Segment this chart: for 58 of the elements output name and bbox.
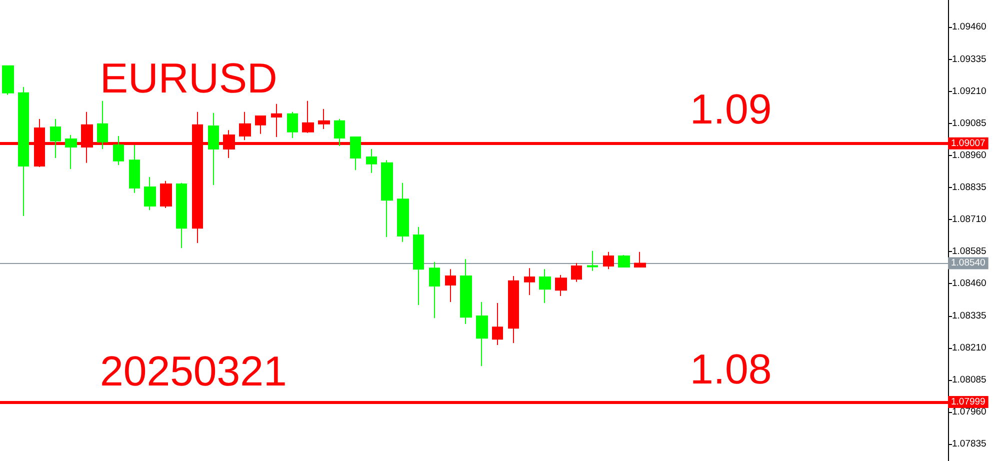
candlestick bbox=[65, 134, 77, 170]
candlestick bbox=[524, 268, 535, 296]
candlestick bbox=[539, 268, 551, 304]
candlestick bbox=[429, 261, 440, 319]
candlestick bbox=[255, 115, 266, 134]
ref-line-label: 1.09007 bbox=[951, 138, 986, 149]
candlestick bbox=[160, 180, 172, 209]
candlestick bbox=[176, 182, 187, 249]
candlestick bbox=[618, 254, 630, 268]
candlestick bbox=[50, 118, 61, 159]
text: EURUSD bbox=[100, 54, 278, 102]
candlestick bbox=[508, 276, 519, 344]
ref-line-label: 1.08540 bbox=[951, 258, 986, 269]
candlestick bbox=[555, 274, 567, 297]
candlestick bbox=[302, 100, 314, 134]
candlestick bbox=[445, 268, 456, 302]
candlestick bbox=[97, 100, 108, 150]
candlestick bbox=[366, 148, 377, 174]
annotation: 1.09 bbox=[690, 86, 772, 132]
candlestick bbox=[381, 160, 393, 238]
candlestick bbox=[334, 118, 345, 146]
candlestick bbox=[113, 135, 124, 166]
candlestick bbox=[603, 251, 614, 270]
y-tick-label: 1.08085 bbox=[952, 374, 986, 386]
candlestick bbox=[587, 250, 598, 272]
candlestick bbox=[492, 302, 503, 346]
y-tick-label: 1.09210 bbox=[952, 86, 986, 97]
candlestick bbox=[239, 111, 251, 141]
candlestick bbox=[144, 176, 156, 211]
y-tick-label: 1.09460 bbox=[952, 22, 986, 33]
candlestick bbox=[129, 144, 140, 194]
candlestick bbox=[476, 301, 488, 367]
text: 20250321 bbox=[100, 348, 287, 394]
y-tick-label: 1.07835 bbox=[952, 438, 986, 450]
y-tick-label: 1.09335 bbox=[952, 54, 986, 65]
annotation: 1.08 bbox=[690, 346, 772, 392]
y-tick-label: 1.08585 bbox=[952, 246, 986, 258]
candlestick bbox=[460, 258, 472, 325]
candlestick bbox=[208, 112, 219, 186]
candlestick bbox=[271, 103, 282, 138]
candlestick bbox=[318, 108, 330, 130]
y-tick-label: 1.08460 bbox=[952, 278, 986, 290]
candlestick bbox=[397, 182, 409, 242]
ref-line-label: 1.07999 bbox=[951, 396, 986, 408]
candlestick bbox=[634, 251, 646, 268]
y-tick-label: 1.09085 bbox=[952, 118, 986, 129]
y-tick-label: 1.08335 bbox=[952, 310, 986, 322]
candlestick bbox=[571, 262, 582, 282]
candlestick bbox=[350, 136, 361, 171]
candlestick bbox=[413, 226, 424, 306]
y-tick-label: 1.08960 bbox=[952, 150, 986, 161]
y-tick-label: 1.08835 bbox=[952, 182, 986, 194]
y-tick-label: 1.07960 bbox=[952, 406, 986, 418]
y-tick-label: 1.08710 bbox=[952, 214, 986, 226]
candlestick bbox=[2, 65, 14, 96]
candlestick bbox=[18, 86, 29, 217]
candlestick bbox=[287, 111, 298, 139]
y-tick-label: 1.08210 bbox=[952, 342, 986, 354]
